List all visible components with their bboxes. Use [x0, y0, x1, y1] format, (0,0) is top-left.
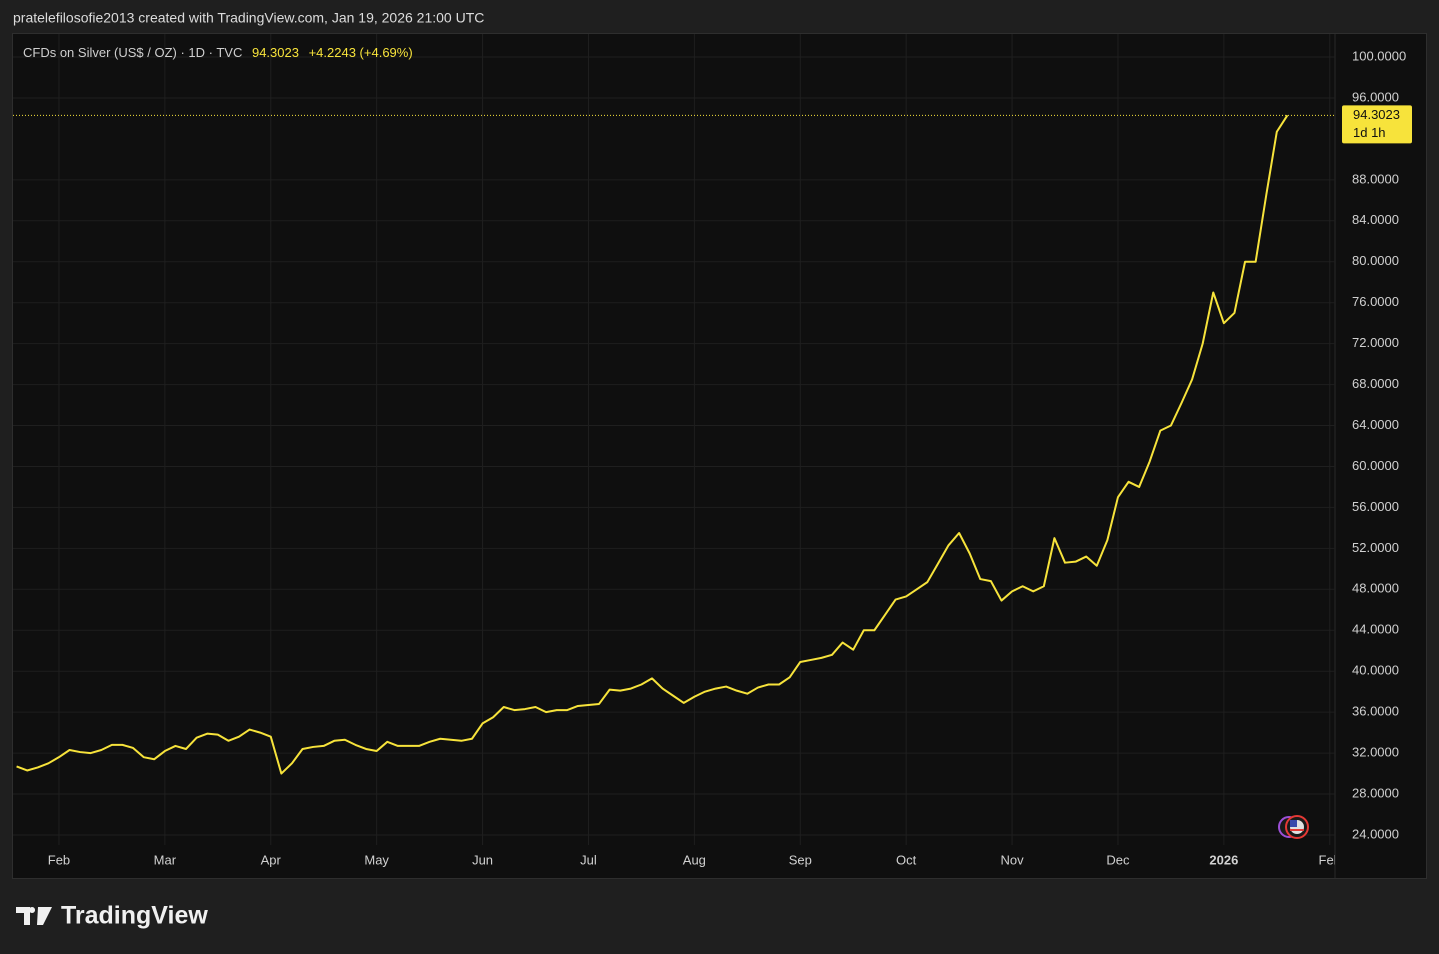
y-tick-label: 88.0000	[1352, 171, 1399, 186]
y-tick-label: 32.0000	[1352, 745, 1399, 760]
y-tick-label: 24.0000	[1352, 826, 1399, 841]
y-tick-label: 60.0000	[1352, 458, 1399, 473]
legend-title: CFDs on Silver (US$ / OZ) · 1D · TVC	[23, 45, 242, 60]
legend: CFDs on Silver (US$ / OZ) · 1D · TVC 94.…	[23, 45, 413, 60]
chart-pane	[12, 33, 1427, 879]
legend-change: +4.2243 (+4.69%)	[309, 45, 413, 60]
last-price-label: 94.3023	[1353, 107, 1400, 122]
y-tick-label: 28.0000	[1352, 785, 1399, 800]
x-tick-label: Sep	[789, 852, 812, 867]
x-tick-label: Mar	[154, 852, 177, 867]
y-tick-label: 80.0000	[1352, 253, 1399, 268]
x-tick-label: Feb	[48, 852, 70, 867]
time-axis: Feb Mar Apr May Jun Jul Aug Sep Oct Nov Dec 2026 Feb	[48, 852, 1341, 867]
y-tick-label: 56.0000	[1352, 499, 1399, 514]
y-tick-label: 100.0000	[1352, 48, 1406, 63]
y-tick-label: 52.0000	[1352, 540, 1399, 555]
x-tick-label: Dec	[1106, 852, 1130, 867]
y-tick-label: 72.0000	[1352, 335, 1399, 350]
countdown-label: 1d 1h	[1353, 125, 1386, 140]
y-tick-label: 96.0000	[1352, 89, 1399, 104]
y-tick-label: 36.0000	[1352, 704, 1399, 719]
y-tick-label: 76.0000	[1352, 294, 1399, 309]
x-tick-label: Jul	[580, 852, 597, 867]
x-tick-label: Oct	[896, 852, 917, 867]
y-tick-label: 40.0000	[1352, 663, 1399, 678]
price-line	[16, 114, 1289, 775]
legend-price: 94.3023	[252, 45, 299, 60]
y-tick-label: 48.0000	[1352, 581, 1399, 596]
event-icons	[1278, 815, 1309, 839]
x-tick-label: 2026	[1209, 852, 1238, 867]
plot	[13, 114, 1335, 775]
y-tick-label: 44.0000	[1352, 622, 1399, 637]
logo-mark	[16, 907, 52, 925]
x-tick-label: Nov	[1000, 852, 1024, 867]
y-tick-label: 68.0000	[1352, 376, 1399, 391]
attribution: pratelefilosofie2013 created with Tradin…	[13, 10, 484, 26]
logo-text: TradingView	[61, 902, 208, 930]
x-tick-label: Jun	[472, 852, 493, 867]
grid	[13, 34, 1335, 845]
flag-canton	[1290, 820, 1297, 827]
logo: TradingView	[16, 902, 208, 930]
x-tick-label: Aug	[683, 852, 706, 867]
y-tick-label: 84.0000	[1352, 212, 1399, 227]
x-tick-label: Apr	[261, 852, 282, 867]
price-axis: 24.0000 28.0000 32.0000 36.0000 40.0000 44.00…	[1342, 48, 1412, 841]
y-tick-label: 64.0000	[1352, 417, 1399, 432]
x-tick-label: May	[364, 852, 389, 867]
last-price-box	[1342, 105, 1412, 144]
x-tick-label: Feb	[1319, 852, 1341, 867]
